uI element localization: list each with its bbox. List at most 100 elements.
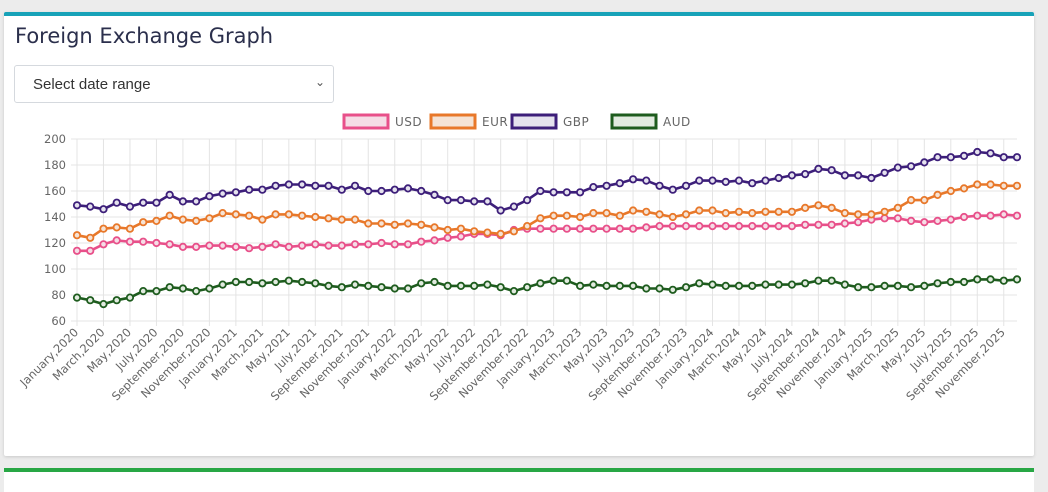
data-point-usd[interactable] (562, 224, 571, 233)
data-point-gbp[interactable] (297, 180, 307, 189)
data-point-usd[interactable] (403, 240, 413, 249)
data-point-aud[interactable] (178, 284, 188, 293)
data-point-gbp[interactable] (774, 173, 783, 183)
data-point-eur[interactable] (509, 227, 519, 236)
data-point-usd[interactable] (271, 240, 280, 249)
data-point-aud[interactable] (973, 275, 982, 284)
data-point-eur[interactable] (523, 222, 532, 231)
data-point-usd[interactable] (417, 237, 426, 246)
data-point-usd[interactable] (668, 222, 677, 231)
data-point-aud[interactable] (311, 279, 320, 288)
data-point-usd[interactable] (1012, 211, 1022, 220)
data-point-aud[interactable] (456, 281, 466, 290)
data-point-aud[interactable] (536, 279, 545, 288)
data-point-gbp[interactable] (152, 198, 161, 207)
data-point-usd[interactable] (695, 222, 704, 231)
data-point-gbp[interactable] (946, 153, 955, 162)
data-point-usd[interactable] (655, 222, 664, 231)
data-point-gbp[interactable] (695, 176, 704, 185)
data-point-eur[interactable] (695, 206, 704, 215)
data-point-gbp[interactable] (139, 198, 148, 207)
legend-swatch-usd[interactable] (342, 113, 390, 130)
data-point-aud[interactable] (297, 277, 307, 287)
data-point-usd[interactable] (112, 236, 121, 245)
data-point-aud[interactable] (192, 286, 201, 296)
data-point-aud[interactable] (589, 280, 598, 289)
data-point-aud[interactable] (933, 279, 942, 288)
data-point-gbp[interactable] (801, 170, 810, 179)
data-point-gbp[interactable] (364, 186, 373, 196)
data-point-gbp[interactable] (509, 202, 519, 211)
data-point-aud[interactable] (245, 277, 254, 287)
data-point-gbp[interactable] (959, 151, 969, 160)
data-point-aud[interactable] (999, 276, 1008, 285)
data-point-usd[interactable] (880, 214, 889, 223)
data-point-aud[interactable] (655, 284, 664, 293)
data-point-gbp[interactable] (615, 179, 624, 188)
data-point-gbp[interactable] (483, 197, 492, 206)
data-point-usd[interactable] (152, 238, 161, 248)
data-point-aud[interactable] (324, 281, 333, 290)
data-point-eur[interactable] (443, 225, 452, 235)
data-point-aud[interactable] (523, 283, 532, 292)
data-point-usd[interactable] (178, 242, 188, 251)
data-point-usd[interactable] (258, 242, 267, 251)
data-point-gbp[interactable] (814, 164, 823, 173)
data-point-eur[interactable] (99, 224, 108, 233)
data-point-usd[interactable] (986, 211, 995, 220)
data-point-usd[interactable] (933, 216, 942, 225)
data-point-gbp[interactable] (787, 171, 797, 180)
data-point-gbp[interactable] (350, 181, 360, 190)
data-point-aud[interactable] (854, 283, 863, 292)
data-point-aud[interactable] (125, 293, 135, 302)
data-point-aud[interactable] (668, 285, 677, 294)
data-point-usd[interactable] (721, 222, 730, 231)
data-point-gbp[interactable] (417, 186, 426, 196)
data-point-aud[interactable] (562, 276, 571, 285)
data-point-usd[interactable] (72, 246, 82, 255)
data-point-usd[interactable] (708, 222, 717, 231)
data-point-gbp[interactable] (178, 197, 188, 206)
data-point-gbp[interactable] (642, 176, 651, 185)
data-point-usd[interactable] (231, 242, 240, 251)
data-point-eur[interactable] (827, 203, 836, 212)
data-point-usd[interactable] (774, 222, 783, 231)
data-point-gbp[interactable] (192, 197, 201, 206)
legend-label-eur[interactable]: EUR (482, 115, 508, 129)
data-point-eur[interactable] (284, 210, 293, 219)
data-point-usd[interactable] (350, 240, 360, 249)
data-point-aud[interactable] (112, 296, 121, 305)
data-point-aud[interactable] (708, 280, 717, 289)
data-point-aud[interactable] (483, 280, 492, 289)
data-point-aud[interactable] (615, 281, 624, 290)
data-point-aud[interactable] (549, 276, 558, 285)
data-point-usd[interactable] (99, 240, 108, 249)
data-point-eur[interactable] (430, 223, 439, 232)
data-point-aud[interactable] (337, 283, 346, 292)
data-point-aud[interactable] (774, 280, 783, 289)
data-point-usd[interactable] (840, 219, 849, 228)
data-point-usd[interactable] (125, 237, 135, 246)
data-point-aud[interactable] (681, 283, 691, 292)
data-point-eur[interactable] (748, 209, 757, 218)
data-point-eur[interactable] (589, 209, 598, 218)
data-point-usd[interactable] (801, 220, 810, 229)
data-point-usd[interactable] (589, 224, 598, 233)
data-point-aud[interactable] (443, 281, 452, 290)
data-point-usd[interactable] (430, 236, 439, 245)
data-point-eur[interactable] (72, 231, 82, 240)
data-point-aud[interactable] (721, 281, 730, 290)
data-point-usd[interactable] (615, 224, 624, 233)
data-point-aud[interactable] (86, 296, 95, 305)
data-point-eur[interactable] (205, 214, 214, 223)
data-point-gbp[interactable] (867, 173, 876, 183)
data-point-gbp[interactable] (430, 190, 439, 199)
data-point-usd[interactable] (602, 224, 611, 233)
data-point-aud[interactable] (880, 281, 889, 290)
data-point-aud[interactable] (946, 277, 955, 287)
data-point-usd[interactable] (337, 241, 346, 250)
data-point-eur[interactable] (178, 215, 188, 224)
data-point-gbp[interactable] (589, 183, 598, 192)
data-point-aud[interactable] (390, 284, 399, 293)
data-point-usd[interactable] (297, 241, 307, 250)
